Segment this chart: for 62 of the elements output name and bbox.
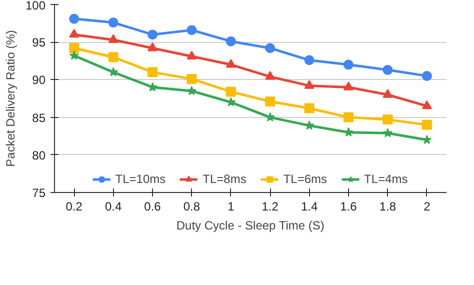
point bbox=[148, 82, 158, 92]
point bbox=[382, 89, 393, 98]
point bbox=[226, 36, 236, 46]
point bbox=[148, 42, 158, 52]
point bbox=[148, 30, 158, 40]
x-tick-label: 0.6 bbox=[144, 200, 162, 214]
y-tick-label: 85 bbox=[32, 110, 46, 125]
point bbox=[148, 67, 158, 78]
point bbox=[344, 82, 354, 90]
point bbox=[186, 74, 197, 84]
y-tick-label: 80 bbox=[32, 148, 46, 162]
y-tick-label: 75 bbox=[32, 186, 46, 200]
point bbox=[344, 60, 354, 70]
point bbox=[186, 50, 197, 60]
x-tick-label: 1.2 bbox=[262, 200, 279, 214]
point bbox=[265, 96, 276, 107]
point bbox=[422, 100, 432, 110]
point bbox=[304, 103, 314, 114]
point bbox=[265, 112, 275, 122]
x-tick-label: 1.4 bbox=[300, 200, 318, 214]
point bbox=[422, 120, 432, 130]
point bbox=[69, 28, 80, 38]
x-tick-label: 1.6 bbox=[340, 200, 358, 214]
point bbox=[304, 80, 314, 89]
y-tick-label: 90 bbox=[32, 73, 46, 88]
x-tick-label: 0.4 bbox=[104, 200, 122, 214]
legend-label: TL=10ms bbox=[115, 172, 166, 186]
point bbox=[108, 34, 118, 43]
point bbox=[422, 70, 432, 81]
point bbox=[382, 64, 393, 75]
point bbox=[304, 120, 314, 130]
legend-label: TL=8ms bbox=[202, 172, 246, 186]
y-axis-title: Packet Delivery Ratio (%) bbox=[3, 30, 18, 167]
point bbox=[226, 97, 236, 106]
point bbox=[226, 86, 236, 97]
x-tick-label: 1.8 bbox=[379, 200, 396, 214]
point bbox=[186, 86, 196, 96]
point bbox=[265, 43, 276, 54]
point bbox=[186, 25, 197, 36]
point bbox=[69, 50, 79, 60]
point bbox=[265, 70, 276, 80]
point bbox=[382, 114, 393, 125]
point bbox=[344, 112, 354, 122]
point bbox=[226, 58, 236, 68]
point bbox=[108, 52, 118, 62]
y-tick-label: 100 bbox=[25, 0, 46, 12]
point bbox=[422, 134, 432, 144]
x-tick-label: 2 bbox=[424, 200, 431, 214]
x-tick-label: 1 bbox=[228, 200, 235, 214]
x-tick-label: 0.2 bbox=[66, 200, 83, 214]
legend-label: TL=4ms bbox=[364, 172, 408, 186]
legend-label: TL=6ms bbox=[283, 172, 328, 186]
point bbox=[382, 128, 392, 138]
x-tick-label: 0.8 bbox=[183, 200, 200, 214]
y-tick-label: 95 bbox=[32, 36, 46, 50]
x-axis-title: Duty Cycle - Sleep Time (S) bbox=[176, 218, 324, 232]
point bbox=[304, 55, 314, 66]
point bbox=[108, 67, 118, 76]
point bbox=[69, 14, 80, 24]
point bbox=[344, 127, 354, 136]
point bbox=[108, 18, 118, 28]
point bbox=[69, 43, 80, 54]
